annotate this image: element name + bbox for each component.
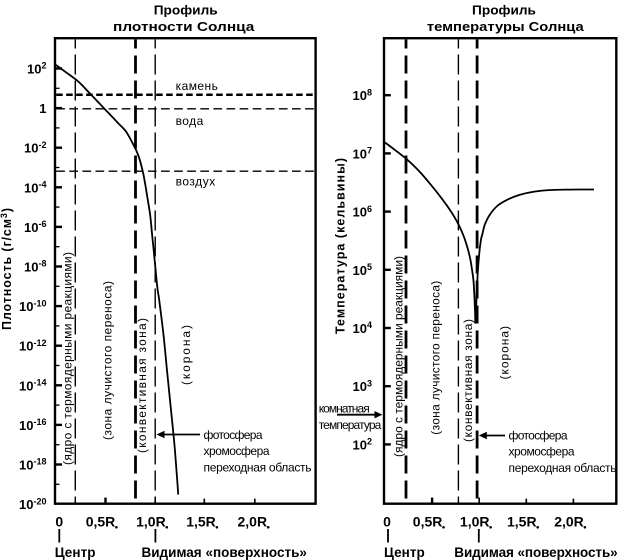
svg-text:0: 0 xyxy=(55,514,63,530)
svg-text:(корона): (корона) xyxy=(498,326,512,380)
svg-text:Профиль: Профиль xyxy=(472,4,536,18)
svg-text:фотосфера: фотосфера xyxy=(509,429,568,443)
svg-text:1,0R: 1,0R xyxy=(136,514,166,530)
svg-text:1,5R: 1,5R xyxy=(186,514,216,530)
svg-text:(конвективная зона): (конвективная зона) xyxy=(461,319,475,442)
svg-text:0,5R: 0,5R xyxy=(413,514,443,530)
svg-text:2,0R: 2,0R xyxy=(554,514,584,530)
svg-text:(конвективная зона): (конвективная зона) xyxy=(135,318,149,453)
svg-text:фотосфера: фотосфера xyxy=(204,428,263,442)
svg-text:Профиль: Профиль xyxy=(154,4,218,18)
svg-text:2,0R: 2,0R xyxy=(238,514,268,530)
svg-text:Центр: Центр xyxy=(384,545,425,560)
svg-text:1: 1 xyxy=(39,101,46,116)
svg-text:0: 0 xyxy=(383,514,391,530)
svg-text:(зона лучистого переноса): (зона лучистого переноса) xyxy=(101,281,115,440)
svg-text:хромосфера: хромосфера xyxy=(509,445,575,459)
svg-text:вода: вода xyxy=(176,114,204,128)
svg-text:хромосфера: хромосфера xyxy=(204,444,270,458)
svg-text:переходная область: переходная область xyxy=(204,461,312,475)
svg-text:(корона): (корона) xyxy=(179,325,193,385)
svg-text:Видимая «поверхность»: Видимая «поверхность» xyxy=(141,545,307,560)
svg-text:Центр: Центр xyxy=(55,545,96,560)
svg-text:Видимая «поверхность»: Видимая «поверхность» xyxy=(454,545,617,560)
svg-text:Плотность (г/см3): Плотность (г/см3) xyxy=(0,208,14,330)
svg-text:комнатная: комнатная xyxy=(319,402,370,416)
svg-text:воздух: воздух xyxy=(176,174,216,188)
svg-text:(ядро с термоядерными реакциям: (ядро с термоядерными реакциями) xyxy=(61,252,75,465)
svg-text:0,5R: 0,5R xyxy=(86,514,116,530)
svg-text:температуры Солнца: температуры Солнца xyxy=(427,20,585,34)
svg-text:Температура (кельвины): Температура (кельвины) xyxy=(334,158,348,334)
svg-text:1,5R: 1,5R xyxy=(507,514,537,530)
svg-text:температура: температура xyxy=(319,418,382,432)
svg-text:1,0R: 1,0R xyxy=(460,514,490,530)
svg-text:плотности Солнца: плотности Солнца xyxy=(113,20,256,34)
svg-text:камень: камень xyxy=(176,79,218,93)
svg-text:(ядро с термоядерными реакциям: (ядро с термоядерными реакциями) xyxy=(392,256,406,457)
svg-text:переходная область: переходная область xyxy=(509,461,617,475)
svg-text:(зона лучистого переноса): (зона лучистого переноса) xyxy=(429,281,443,435)
